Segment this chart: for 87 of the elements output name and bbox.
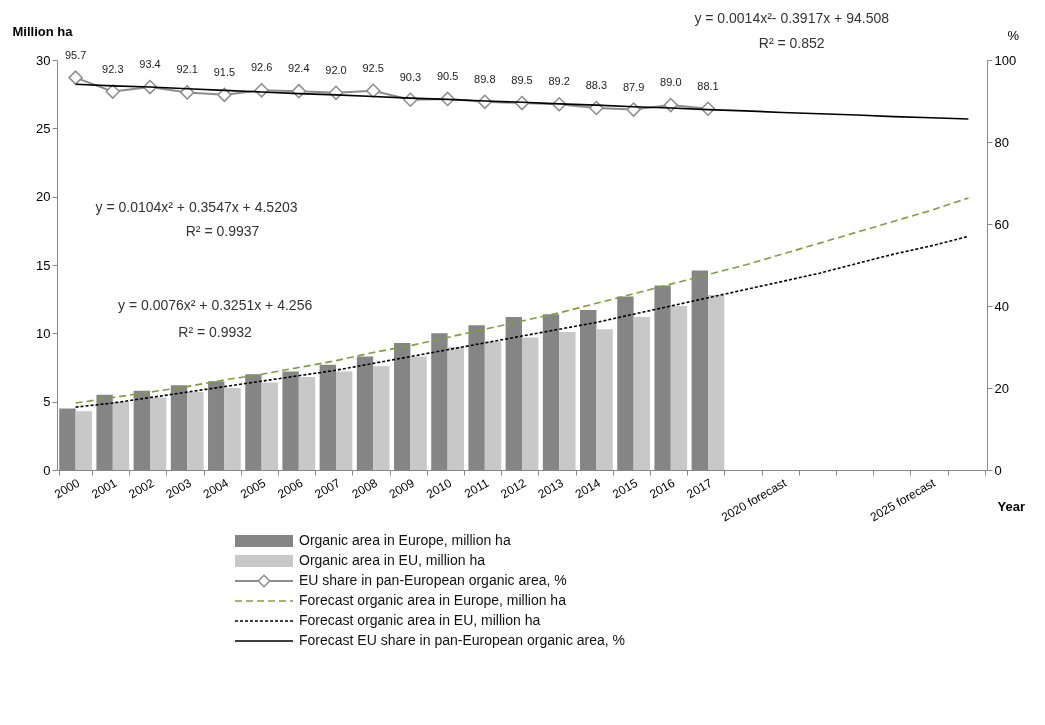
bar: [150, 397, 167, 470]
data-label: 92.1: [176, 63, 198, 76]
annotation: y = 0.0104x² + 0.3547x + 4.5203: [95, 198, 298, 215]
line-series: [74, 235, 970, 408]
y2-tick-label: 0: [994, 462, 1002, 478]
legend-label: Forecast organic area in Europe, million ha: [299, 592, 567, 608]
bar: [559, 331, 576, 470]
data-label: 92.6: [250, 61, 273, 74]
point: [217, 87, 232, 103]
y2-tick-label: 100: [994, 52, 1017, 68]
y2-tick-label: 20: [994, 380, 1009, 396]
x-tick-label: 2014: [572, 475, 604, 502]
legend-label: Organic area in Europe, million ha: [299, 532, 511, 548]
bar: [336, 371, 353, 470]
data-label: 89.8: [474, 72, 496, 85]
bar: [187, 392, 204, 470]
legend-label: Forecast EU share in pan-European organic area, %: [299, 632, 626, 648]
legend-label: Organic area in EU, million ha: [299, 552, 486, 568]
data-label: 89.0: [660, 76, 682, 89]
point: [105, 84, 121, 99]
annotation: R² = 0.9937: [185, 223, 260, 240]
y-tick-label: 10: [36, 325, 51, 341]
y2-tick-label: 40: [994, 298, 1009, 314]
bar: [708, 295, 725, 470]
point: [365, 83, 381, 99]
data-label: 92.3: [102, 62, 124, 75]
y2-axis-title: %: [1007, 27, 1020, 43]
x-tick-label: 2000: [51, 475, 83, 502]
y-tick-label: 25: [36, 120, 51, 136]
line-series: [74, 197, 970, 404]
data-label: 93.4: [139, 58, 161, 71]
bar: [633, 316, 650, 470]
legend-label: Forecast organic area in EU, million ha: [299, 612, 541, 628]
y-tick-label: 5: [43, 394, 51, 410]
legend-label: EU share in pan-European organic area, %: [299, 572, 567, 588]
bar: [261, 382, 278, 470]
bar: [410, 356, 427, 470]
bar: [596, 329, 613, 470]
x-tick-label: 2004: [200, 475, 232, 502]
x-tick-label: 2003: [163, 475, 194, 502]
x-tick-label: 2009: [386, 475, 418, 502]
y-tick-label: 30: [36, 52, 51, 68]
y-tick-label: 0: [43, 462, 51, 478]
y2-tick-label: 80: [994, 134, 1009, 150]
bar: [373, 366, 390, 470]
bar: [522, 337, 539, 470]
data-label: 92.0: [325, 63, 347, 76]
bar: [484, 341, 502, 470]
data-label: 92.5: [362, 61, 384, 74]
x-tick-label: 2005: [237, 475, 269, 502]
point: [179, 85, 195, 100]
data-label: 90.3: [399, 70, 422, 83]
y-tick-label: 20: [36, 189, 51, 205]
annotation: R² = 0.9932: [178, 323, 253, 340]
bar: [224, 388, 241, 470]
x-tick-label: 2010: [423, 475, 455, 502]
bar: [75, 411, 92, 470]
data-label: 87.9: [622, 80, 645, 93]
data-label: 89.2: [548, 75, 570, 88]
y-tick-label: 15: [36, 257, 51, 273]
x-tick-label: 2006: [275, 475, 306, 502]
text: R² = 0.852: [758, 34, 825, 51]
text: y = 0.0014x²- 0.3917x + 94.508: [694, 10, 890, 26]
data-label: 88.3: [585, 78, 608, 91]
data-label: 95.7: [64, 48, 87, 61]
x-tick-label: 2016: [647, 475, 678, 502]
bar: [298, 377, 316, 470]
data-label: 88.1: [697, 79, 719, 92]
data-label: 89.5: [511, 74, 533, 87]
annotation: y = 0.0076x² + 0.3251x + 4.256: [118, 297, 313, 313]
x-tick-label: 2011: [461, 475, 492, 501]
bar: [447, 347, 464, 470]
point: [68, 70, 83, 85]
x-tick-label: 2008: [349, 475, 380, 502]
data-label: 90.5: [436, 69, 459, 82]
x-tick-label: 2013: [535, 475, 566, 502]
bar: [670, 306, 688, 470]
y2-tick-label: 60: [994, 216, 1009, 232]
x-axis-title: Year: [997, 498, 1025, 514]
data-label: 91.5: [213, 65, 236, 78]
bar: [112, 401, 130, 470]
x-tick-label: 2012: [498, 475, 529, 502]
x-tick-label: 2001: [89, 475, 120, 502]
data-label: 92.4: [288, 62, 310, 75]
x-tick-label: 2015: [609, 475, 641, 502]
y-axis-title: Million ha: [12, 23, 74, 39]
x-tick-label: 2002: [126, 475, 157, 502]
